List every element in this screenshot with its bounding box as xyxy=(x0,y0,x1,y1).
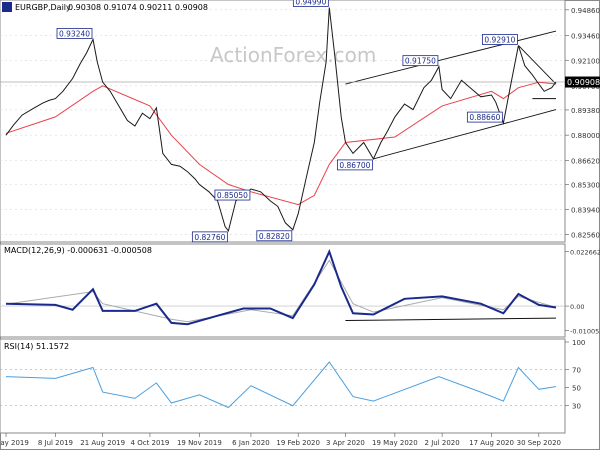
y-tick-label: 0.022662 xyxy=(570,248,600,256)
y-tick-label: 0.83940 xyxy=(571,206,600,214)
y-tick-label: -0.010052 xyxy=(570,327,600,335)
trendline xyxy=(518,45,557,85)
y-tick-label: 30 xyxy=(572,403,581,411)
price-label-box xyxy=(402,55,439,67)
x-tick-label: 6 Jan 2020 xyxy=(232,439,270,447)
price-label-box xyxy=(256,230,293,242)
macd-panel: 0.022662 0.00 -0.010052 MACD(12,26,9) -0.0… xyxy=(0,243,600,338)
x-tick-label: 3 Apr 2020 xyxy=(326,439,365,447)
current-price-tag: 0.90908 xyxy=(565,76,600,88)
price-label-text: 0.93240 xyxy=(59,29,90,38)
moving-average-line xyxy=(5,81,557,206)
y-tick-label: 0.85300 xyxy=(571,181,600,189)
y-tick-label: 70 xyxy=(572,366,581,374)
price-label-box xyxy=(214,189,251,201)
x-tick-label: 17 Aug 2020 xyxy=(469,439,514,447)
macd-trendline xyxy=(345,317,557,322)
price-label: 0.85050 xyxy=(214,189,251,201)
x-tick-label: 2 Jul 2020 xyxy=(425,439,460,447)
price-label-box xyxy=(56,28,93,39)
x-tick-label: 30 Sep 2020 xyxy=(517,439,561,447)
price-label: 0.93240 xyxy=(56,28,93,39)
y-tick-label: 0.86620 xyxy=(571,157,600,165)
price-label: 0.86700 xyxy=(336,159,373,171)
price-label-box xyxy=(336,159,373,171)
price-label-text: 0.82760 xyxy=(194,233,225,242)
rsi-title: RSI(14) 51.1572 xyxy=(4,342,69,351)
price-header: EURGBP,Daily 0.90308 0.91074 0.90211 0.9… xyxy=(2,2,208,12)
x-axis: 23 May 2019 8 Jul 2019 21 Aug 2019 4 Oct 20… xyxy=(0,433,561,447)
price-label: 0.82820 xyxy=(256,230,293,242)
y-tick-label: 100 xyxy=(572,339,585,347)
rsi-panel: 100 70 50 30 RSI(14) 51.1572 xyxy=(0,338,585,434)
x-tick-label: 23 May 2019 xyxy=(0,439,29,447)
ohlc-readout: 0.90308 0.91074 0.90211 0.90908 xyxy=(68,3,208,12)
x-tick-label: 21 Aug 2019 xyxy=(80,439,125,447)
y-tick-label: 0.88000 xyxy=(571,132,600,140)
price-label-text: 0.88660 xyxy=(469,113,500,122)
price-label-text: 0.82820 xyxy=(259,232,290,241)
price-label-box xyxy=(466,111,503,123)
price-label-box xyxy=(292,0,329,7)
x-tick-label: 8 Jul 2019 xyxy=(38,439,73,447)
y-tick-label: 0.94860 xyxy=(571,7,600,15)
price-panel: ActionForex.com 0.932400.949900.929100.9… xyxy=(0,0,600,243)
x-tick-label: 19 Feb 2020 xyxy=(276,439,320,447)
price-line xyxy=(5,7,557,233)
macd-y-axis: 0.022662 0.00 -0.010052 xyxy=(565,248,600,335)
price-label-text: 0.94990 xyxy=(295,0,326,6)
trendline xyxy=(345,30,557,85)
price-label: 0.88660 xyxy=(466,111,503,123)
y-tick-label: 0.92100 xyxy=(571,57,600,65)
y-tick-label: 50 xyxy=(572,385,581,393)
rsi-y-axis: 100 70 50 30 xyxy=(565,339,585,411)
price-label: 0.92910 xyxy=(482,34,518,45)
price-label-box xyxy=(482,34,518,45)
macd-title: MACD(12,26,9) -0.000631 -0.000508 xyxy=(4,246,152,255)
price-labels: 0.93240 0.94990 0.92910 0.91750 0.88660 0.867… xyxy=(56,0,518,243)
price-label-text: 0.85050 xyxy=(217,191,248,200)
x-tick-label: 19 May 2020 xyxy=(372,439,418,447)
symbol-label: EURGBP,Daily xyxy=(15,3,71,12)
price-grid xyxy=(0,9,565,235)
price-label-box xyxy=(191,231,228,243)
y-tick-label: 0.82560 xyxy=(571,232,600,240)
price-label-text: 0.86700 xyxy=(339,161,370,170)
y-tick-label: 0.00 xyxy=(570,303,584,311)
x-tick-label: 19 Nov 2019 xyxy=(177,439,222,447)
price-label: 0.91750 xyxy=(402,55,439,67)
trendline xyxy=(373,109,557,160)
y-tick-label: 0.89380 xyxy=(571,107,600,115)
price-trendlines xyxy=(345,30,557,160)
price-label: 0.82760 xyxy=(191,231,228,243)
svg-text:0.90908: 0.90908 xyxy=(567,78,600,87)
price-label: 0.94990 xyxy=(292,0,329,7)
price-label-text: 0.91750 xyxy=(405,57,436,66)
rsi-line xyxy=(5,361,557,409)
x-tick-label: 4 Oct 2019 xyxy=(131,439,170,447)
y-tick-label: 0.93460 xyxy=(571,32,600,40)
price-label-text: 0.92910 xyxy=(484,35,515,44)
menu-icon[interactable] xyxy=(2,2,12,12)
rsi-grid xyxy=(0,368,565,407)
macd-line xyxy=(5,248,557,326)
watermark: ActionForex.com xyxy=(210,43,376,67)
